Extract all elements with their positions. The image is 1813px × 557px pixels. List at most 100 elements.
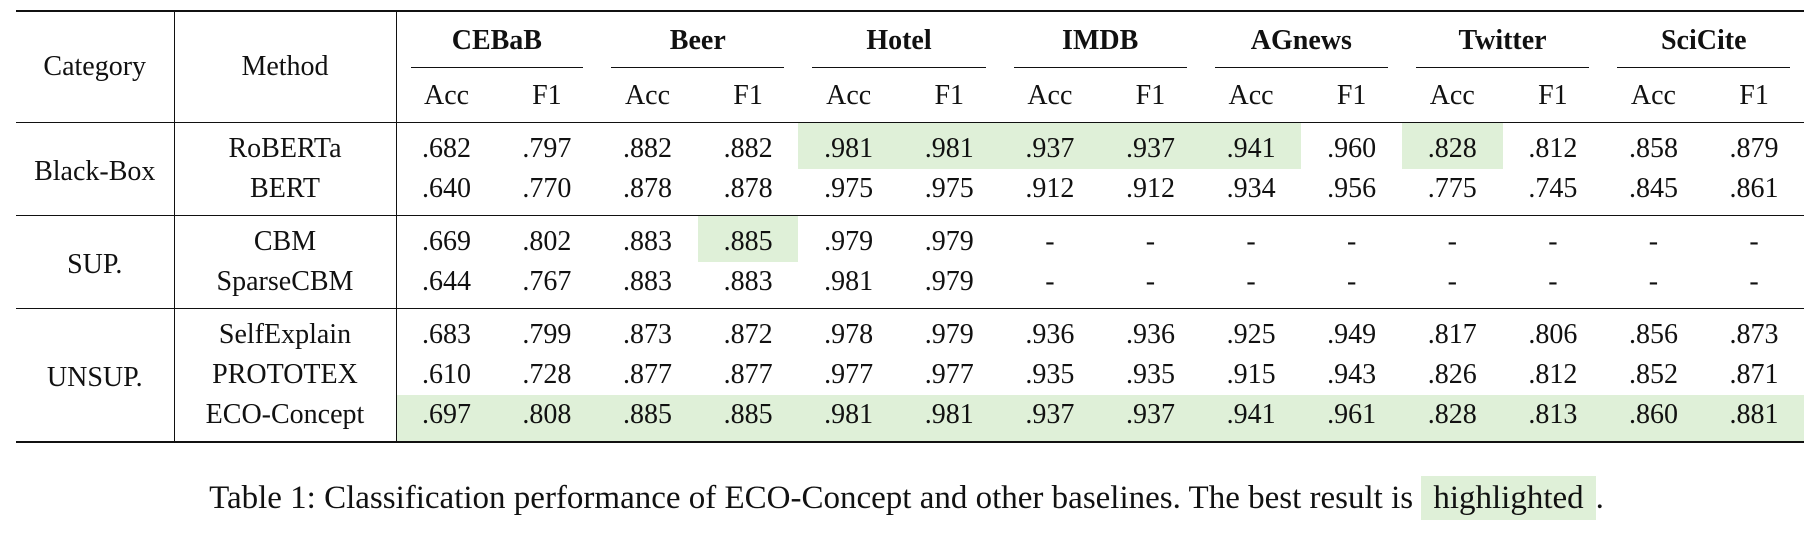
score-cell: .981 [824,266,874,297]
score-cell: .978 [824,319,874,350]
score-cell: - [1447,226,1457,257]
score-cell: .936 [1125,319,1175,350]
results-table-container: Category Method CEBaB Beer Hotel IMDB AG… [16,10,1805,443]
score-cell: .860 [1603,395,1704,442]
score-cell: .885 [697,215,799,262]
score-cell: .858 [1628,133,1678,164]
score-cell: .640 [422,173,472,204]
score-cell: .873 [1729,319,1779,350]
score-cell: .683 [422,319,472,350]
results-table-body: Black-Box RoBERTa .682.797.882.882.981.981… [16,122,1805,442]
score-cell: .949 [1327,319,1377,350]
score-cell: .828 [1401,122,1503,169]
dataset-header-scicite: SciCite [1603,11,1804,70]
method-cell: CBM [174,215,397,262]
dataset-header-agnews: AGnews [1201,11,1402,70]
score-cell: .802 [522,226,572,257]
score-cell: - [1749,226,1759,257]
metric-header-acc: Acc [624,80,671,111]
score-cell: .697 [396,395,497,442]
caption-text: Table 1: Classification performance of E… [209,480,1422,516]
metric-header-f1: F1 [1538,80,1568,111]
method-cell: ECO-Concept [174,395,397,442]
score-cell: .682 [422,133,472,164]
dataset-name: CEBaB [451,25,542,56]
score-cell: .934 [1226,173,1276,204]
metric-header-f1: F1 [1135,80,1166,111]
score-cell: .877 [723,359,773,390]
metric-header-f1: F1 [1739,80,1769,111]
score-cell: .872 [723,319,773,350]
score-cell: .856 [1628,319,1678,350]
score-cell: - [1648,266,1659,297]
method-header: Method [174,11,397,123]
method-cell: SelfExplain [174,308,397,355]
score-cell: - [1246,266,1256,297]
score-cell: .873 [622,319,672,350]
method-cell: PROTOTEX [174,355,397,395]
dataset-name: SciCite [1660,25,1747,56]
score-cell: .941 [1200,122,1302,169]
score-cell: .981 [898,122,1000,169]
score-cell: .669 [422,226,472,257]
table-row: ECO-Concept .697.808.885.885.981.981.937.… [16,395,1805,442]
metric-header-f1: F1 [733,80,763,111]
score-cell: - [1145,266,1156,297]
metric-header-acc: Acc [1228,80,1274,111]
dataset-header-beer: Beer [597,11,798,70]
score-cell: .975 [824,173,874,204]
score-cell: .852 [1628,359,1678,390]
score-cell: .937 [1100,122,1201,169]
score-cell: .885 [697,395,799,442]
score-cell: .767 [522,266,572,297]
dataset-name: Beer [669,25,726,56]
score-cell: .812 [1528,359,1578,390]
category-cell: Black-Box [16,122,175,216]
score-cell: .883 [622,266,672,297]
table-row: UNSUP. SelfExplain .683 .799 .873 .872 .978 .97… [16,308,1805,442]
score-cell: - [1749,266,1759,297]
score-cell: .808 [496,395,598,442]
score-cell: .845 [1628,173,1678,204]
score-cell: .937 [999,395,1101,442]
score-cell: - [1346,266,1357,297]
score-cell: .915 [1226,359,1276,390]
score-cell: .871 [1729,359,1779,390]
score-cell: .977 [824,359,874,390]
score-cell: .878 [622,173,672,204]
header-row-datasets: Category Method CEBaB Beer Hotel IMDB AG… [16,11,1805,123]
table-row: SparseCBM .644 .767 .883 .883 .981 .979 - - - - - - -… [16,262,1804,309]
score-cell: .882 [622,133,672,164]
score-cell: .797 [522,133,572,164]
table-row: BERT .640 .770 .878 .878 .975 .975 .912 .912 .934… [16,169,1804,216]
metric-header-f1: F1 [532,80,562,111]
score-cell: .745 [1528,173,1578,204]
score-cell: - [1045,266,1055,297]
dataset-header-twitter: Twitter [1402,11,1603,70]
score-cell: - [1447,266,1457,297]
score-cell: .936 [1025,319,1075,350]
score-cell: - [1548,266,1558,297]
method-cell: BERT [174,169,397,216]
score-cell: .610 [422,359,472,390]
score-cell: .975 [924,173,974,204]
dataset-name: IMDB [1062,25,1139,56]
score-cell: .981 [798,395,899,442]
score-cell: - [1246,226,1256,257]
score-cell: .935 [1025,359,1075,390]
metric-header-acc: Acc [1630,80,1676,111]
score-cell: .885 [597,395,698,442]
score-cell: .925 [1226,319,1276,350]
dataset-name: Twitter [1458,25,1547,56]
score-cell: .806 [1528,319,1578,350]
score-cell: .879 [1729,133,1779,164]
score-cell: .812 [1528,133,1578,164]
score-cell: .881 [1703,395,1805,442]
table-row: SUP. CBM .669 .802 .883 .885 .979 .979 - - - - - - - - [16,215,1805,309]
metric-header-acc: Acc [1027,80,1073,111]
score-cell: - [1145,226,1156,257]
header-row-metrics: Acc F1 Acc F1 Acc F1 Acc F1 Acc F1 Acc F… [16,70,1804,123]
score-cell: .981 [898,395,1000,442]
table-row: PROTOTEX .610 .728 .877 .877 .977 .977 .935 .935… [16,355,1804,395]
score-cell: .799 [522,319,572,350]
